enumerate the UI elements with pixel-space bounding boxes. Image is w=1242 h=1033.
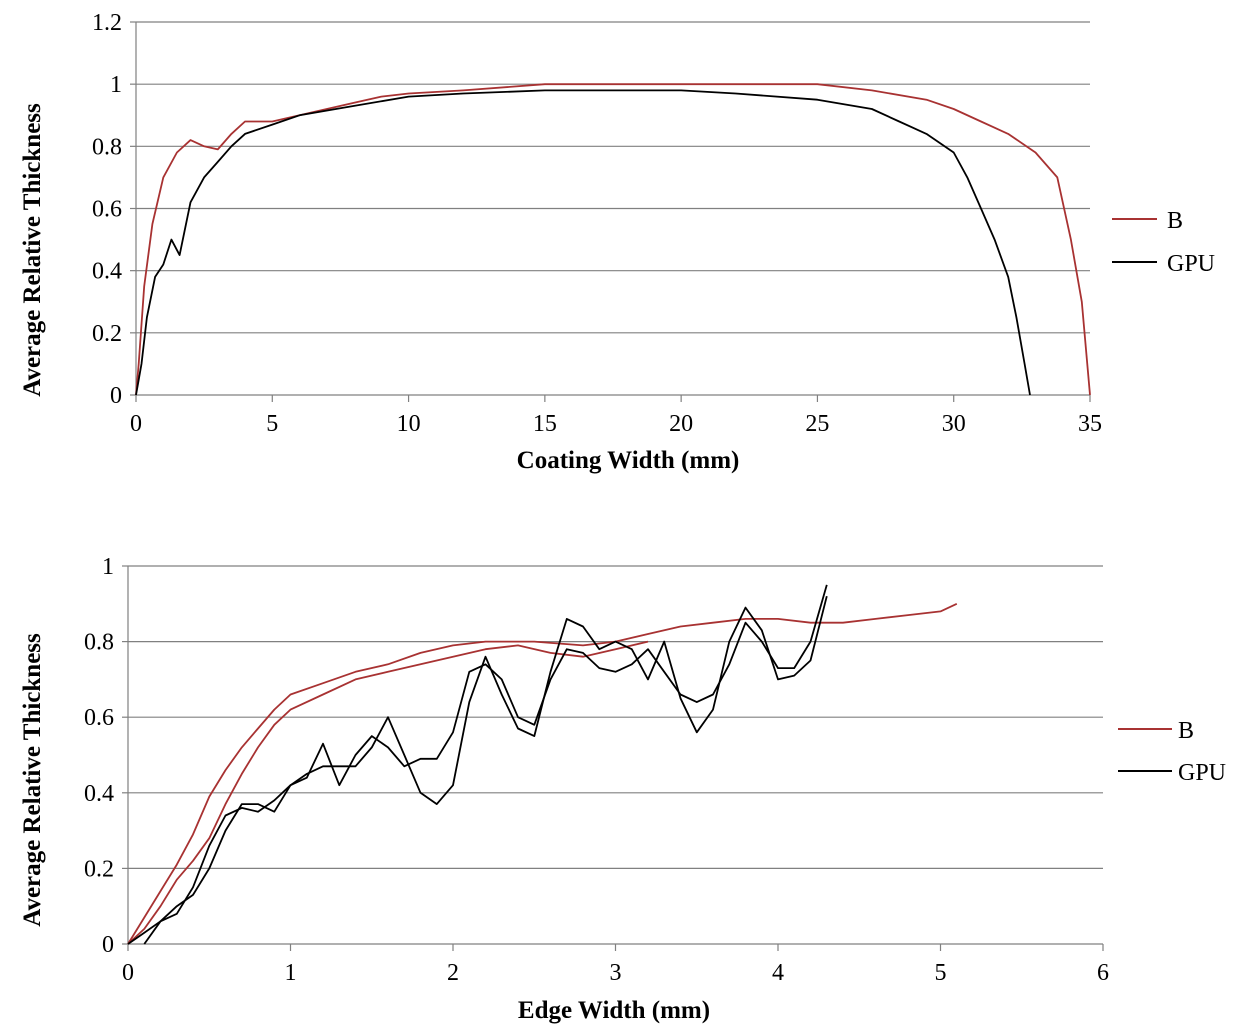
y-tick-label: 1.2 bbox=[92, 10, 122, 36]
y-tick-label: 0.6 bbox=[92, 197, 122, 223]
y-tick-label: 0 bbox=[110, 383, 122, 409]
x-axis-title: Edge Width (mm) bbox=[518, 997, 710, 1024]
series-line-b-0 bbox=[127, 602, 958, 945]
x-tick-label: 5 bbox=[935, 960, 947, 986]
y-tick-label: 0.4 bbox=[92, 259, 122, 285]
x-tick-label: 0 bbox=[130, 411, 142, 437]
legend-label-b: B bbox=[1178, 718, 1194, 744]
y-tick-label: 0.8 bbox=[84, 630, 114, 656]
x-tick-label: 3 bbox=[610, 960, 622, 986]
series-line-gpu-1 bbox=[135, 89, 1031, 396]
y-axis-title: Average Relative Thickness bbox=[19, 103, 46, 397]
x-tick-label: 5 bbox=[266, 411, 278, 437]
coating-width-chart: 0 0.2 0.4 0.6 0.8 1 1.2 0 5 10 15 20 25 30 35 Coating W… bbox=[19, 10, 1215, 474]
series-line-gpu-3 bbox=[143, 595, 828, 945]
y-tick-label: 1 bbox=[102, 554, 114, 580]
edge-width-chart: 0 0.2 0.4 0.6 0.8 1 0 1 2 3 4 5 6 Edge Width (mm) Aver… bbox=[19, 554, 1226, 1024]
x-tick-label: 2 bbox=[447, 960, 459, 986]
y-tick-label: 0.2 bbox=[92, 321, 122, 347]
x-tick-label: 10 bbox=[397, 411, 421, 437]
y-tick-label: 0.2 bbox=[84, 856, 114, 882]
y-tick-label: 0 bbox=[102, 932, 114, 958]
series-line-gpu-2 bbox=[127, 584, 828, 945]
y-axis-title: Average Relative Thickness bbox=[19, 633, 46, 927]
x-tick-label: 4 bbox=[772, 960, 784, 986]
series-line-b-0 bbox=[135, 83, 1091, 396]
y-tick-label: 0.6 bbox=[84, 705, 114, 731]
x-axis-title: Coating Width (mm) bbox=[517, 447, 740, 474]
x-tick-label: 1 bbox=[285, 960, 297, 986]
y-tick-label: 0.8 bbox=[92, 134, 122, 160]
x-tick-label: 6 bbox=[1097, 960, 1109, 986]
x-tick-label: 35 bbox=[1078, 411, 1102, 437]
x-tick-label: 25 bbox=[805, 411, 829, 437]
series-line-b-1 bbox=[127, 640, 649, 945]
legend-label-b: B bbox=[1167, 208, 1183, 234]
x-tick-label: 20 bbox=[669, 411, 693, 437]
x-tick-label: 15 bbox=[533, 411, 557, 437]
x-tick-label: 0 bbox=[122, 960, 134, 986]
legend-label-gpu: GPU bbox=[1178, 760, 1226, 786]
x-tick-label: 30 bbox=[942, 411, 966, 437]
y-tick-label: 1 bbox=[110, 72, 122, 98]
legend-label-gpu: GPU bbox=[1167, 251, 1215, 277]
y-tick-label: 0.4 bbox=[84, 781, 114, 807]
